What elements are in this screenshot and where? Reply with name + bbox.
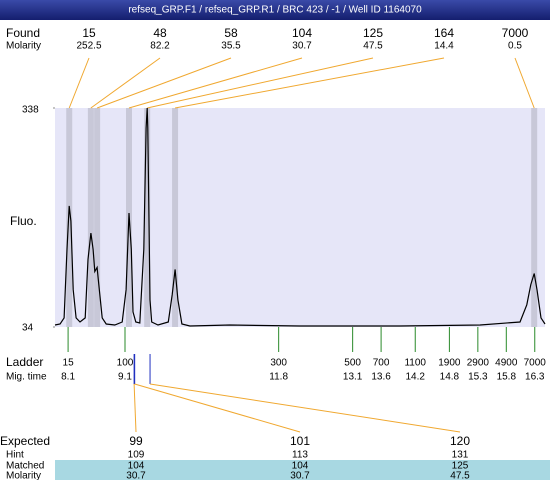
title: refseq_GRP.F1 / refseq_GRP.R1 / BRC 423 … xyxy=(128,5,422,16)
peak-band xyxy=(94,108,101,327)
peak-band xyxy=(87,108,94,327)
ladder-size: 100 xyxy=(117,358,134,369)
ladder-size: 1900 xyxy=(438,358,461,369)
ladder-time: 13.1 xyxy=(343,372,363,383)
ladder-size: 300 xyxy=(270,358,287,369)
y-tick-label: 338 xyxy=(22,105,39,116)
expected-link xyxy=(149,383,461,433)
matched-value: 104 xyxy=(292,461,309,472)
ladder-size: 1100 xyxy=(404,358,426,369)
expected-size: 120 xyxy=(450,434,470,448)
peak-link xyxy=(90,57,161,109)
matched-value: 104 xyxy=(128,461,145,472)
y-tick-label: 34 xyxy=(22,323,34,334)
ladder-size: 7000 xyxy=(524,358,547,369)
ladder-size: 2900 xyxy=(467,358,490,369)
found-molarity: 47.5 xyxy=(363,41,383,52)
matched-bg xyxy=(55,460,550,480)
expected-size: 99 xyxy=(129,434,143,448)
found-size: 58 xyxy=(224,26,238,40)
ladder-time: 13.6 xyxy=(371,372,391,383)
hint-value: 109 xyxy=(128,450,145,461)
peak-link xyxy=(514,57,535,109)
ladder-time: 15.3 xyxy=(468,372,488,383)
found-molarity: 0.5 xyxy=(508,41,522,52)
found-size: 104 xyxy=(292,26,312,40)
found-molarity: 30.7 xyxy=(292,41,312,52)
found-molarity: 35.5 xyxy=(221,41,241,52)
found-molarity: 82.2 xyxy=(150,41,170,52)
matched-label: Matched xyxy=(6,461,44,472)
found-size: 48 xyxy=(153,26,167,40)
found-molarity: 14.4 xyxy=(434,41,454,52)
ladder-time: 14.2 xyxy=(406,372,426,383)
molarity-value: 30.7 xyxy=(126,471,146,480)
migtime-label: Mig. time xyxy=(6,372,47,383)
found-size: 7000 xyxy=(502,26,529,40)
hint-value: 131 xyxy=(452,450,469,461)
molarity-row-label: Molarity xyxy=(6,471,41,480)
hint-value: 113 xyxy=(292,450,308,461)
peak-band xyxy=(144,108,151,327)
y-label: Fluo. xyxy=(10,214,37,228)
peak-link xyxy=(128,57,303,109)
plot-area xyxy=(55,108,545,327)
trace xyxy=(54,107,546,327)
matched-value: 125 xyxy=(452,461,469,472)
expected-size: 101 xyxy=(290,434,310,448)
peak-link xyxy=(96,57,232,109)
ladder-time: 14.8 xyxy=(440,372,460,383)
molarity-label: Molarity xyxy=(6,41,41,52)
ladder-time: 9.1 xyxy=(118,372,132,383)
title-bar xyxy=(0,0,550,20)
expected-label: Expected xyxy=(0,434,50,448)
found-label: Found xyxy=(6,26,40,40)
ladder-size: 15 xyxy=(63,358,75,369)
ladder-time: 11.8 xyxy=(269,372,288,383)
ladder-time: 15.8 xyxy=(497,372,517,383)
ladder-size: 500 xyxy=(344,358,361,369)
peak-band xyxy=(66,108,73,327)
found-size: 125 xyxy=(363,26,383,40)
molarity-value: 47.5 xyxy=(450,471,470,480)
peak-link xyxy=(68,57,90,109)
ladder-time: 16.3 xyxy=(525,372,545,383)
peak-link xyxy=(147,57,374,109)
ladder-time: 8.1 xyxy=(61,372,75,383)
expected-link xyxy=(133,383,137,433)
molarity-value: 30.7 xyxy=(290,471,310,480)
hint-label: Hint xyxy=(6,450,24,461)
peak-band xyxy=(531,108,538,327)
peak-link xyxy=(174,57,445,109)
ladder-size: 4900 xyxy=(495,358,518,369)
found-size: 15 xyxy=(82,26,96,40)
found-molarity: 252.5 xyxy=(76,41,101,52)
found-size: 164 xyxy=(434,26,454,40)
expected-link xyxy=(134,383,301,433)
ladder-label: Ladder xyxy=(6,355,43,369)
peak-band xyxy=(172,108,179,327)
ladder-size: 700 xyxy=(373,358,390,369)
